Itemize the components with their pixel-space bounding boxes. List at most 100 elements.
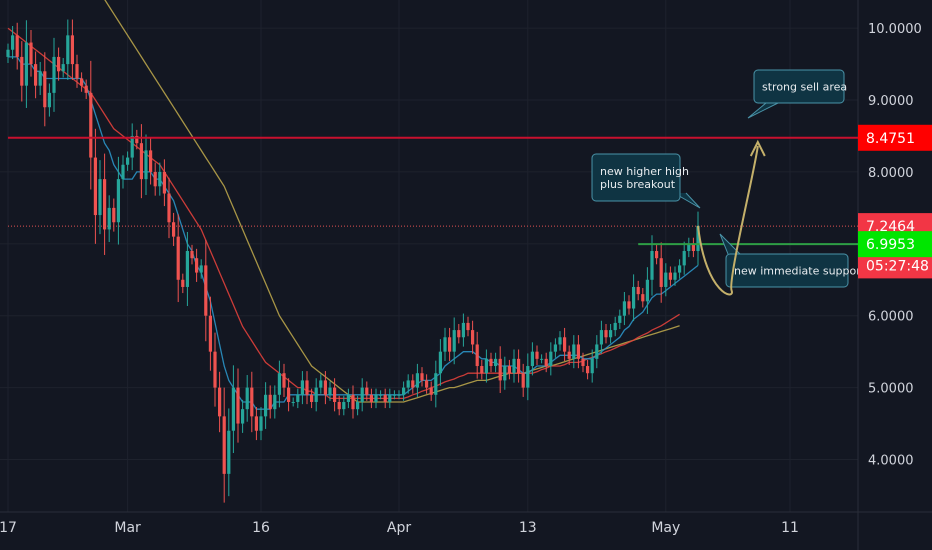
candle [471,320,475,354]
candle-body [250,387,254,417]
candle [52,37,56,112]
candle [351,385,355,419]
candle-body [61,64,65,72]
y-tick-label: 4.0000 [868,453,914,468]
horizontal-lines[interactable] [8,136,858,246]
candle [61,57,65,78]
candle-body [374,394,378,402]
candle-body [333,387,337,402]
candle [287,378,291,412]
candle-body [80,78,84,86]
candle [553,338,557,358]
candle [641,288,645,308]
candle-body [319,380,323,388]
candle [323,371,327,405]
candle-body [158,171,162,187]
candle-body [254,416,258,431]
candle-body [337,401,341,410]
candle-body [641,294,645,302]
candle-body [471,330,475,345]
candle [11,26,15,60]
candle-body [282,373,286,388]
candle-body [411,380,415,388]
candle-body [195,258,199,273]
candle [673,266,677,286]
candle-body [231,387,235,431]
candle-body [563,337,567,352]
candle-body [167,193,171,223]
candle [429,381,433,401]
candle [254,407,258,441]
candle-body [595,344,599,359]
note-new-immediate-support[interactable]: new immediate support [719,233,866,288]
candle [540,354,544,364]
candle [650,235,654,296]
candle-body [489,358,493,367]
candle-body [116,179,120,223]
candle [369,388,373,409]
candle-body [296,394,300,402]
callout-text: strong sell area [762,81,847,94]
candle [204,239,208,342]
candle [80,72,84,92]
candle-body [558,337,562,345]
candle [103,153,107,255]
candle [599,320,603,354]
candle [434,360,438,408]
candle-body [517,358,521,374]
candle [259,407,263,441]
candle-body [535,351,539,359]
candle [622,291,626,326]
candle [158,162,162,196]
candle [47,83,51,117]
price-axis[interactable]: 10.0000 9.0000 8.0000 6.0000 5.0000 4.0000 [868,22,922,468]
candle-body [420,373,424,381]
candle [181,273,185,294]
candle [328,381,332,401]
candle-body [434,373,438,395]
candle [627,295,631,315]
candle-body [475,344,479,367]
candle [397,390,401,400]
time-axis[interactable]: 17 Mar 16 Apr 13 May 11 [0,520,799,536]
candle-body [287,387,291,402]
candle-body [323,380,327,395]
candle [618,309,622,330]
note-strong-sell-area[interactable]: strong sell area [747,69,847,119]
candle [558,331,562,351]
candle [218,371,222,433]
candle [236,368,240,443]
candle-body [659,258,663,287]
x-tick-label: 17 [0,520,17,536]
price-tags: 8.4751 7.2464 05:27:48 6.9953 [858,124,932,279]
candle [319,374,323,394]
candle-body [144,150,148,180]
candle-body [498,358,502,381]
candle [70,19,74,80]
candle-body [668,272,672,280]
candle-body [365,387,369,395]
candle-body [47,92,51,108]
candle-body [530,351,534,367]
projection-arrow[interactable] [697,145,759,296]
candle-body [300,380,304,395]
candle [576,335,580,369]
candle-body [581,358,585,367]
candle [185,231,189,307]
candle-body [613,322,617,331]
callout-text: new higher high [600,165,689,178]
candle-body [70,35,74,65]
callout-box [725,253,849,288]
candle [379,390,383,400]
candle [572,335,576,369]
candle-body [273,394,277,410]
candle [475,331,479,379]
candle [296,388,300,409]
candle [176,214,180,303]
candle-body [480,366,484,374]
candle-body [627,301,631,309]
x-tick-label: Mar [114,520,141,536]
